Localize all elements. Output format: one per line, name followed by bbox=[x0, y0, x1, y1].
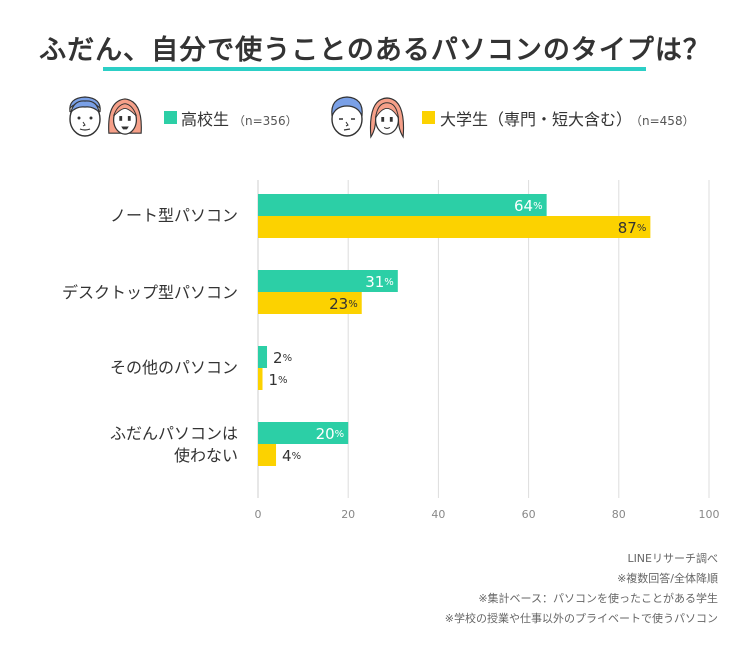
boy-face-icon bbox=[69, 96, 101, 137]
bar bbox=[258, 422, 349, 444]
legend-high-school: 高校生 （n=356） bbox=[66, 94, 306, 144]
x-tick-label: 0 bbox=[255, 508, 262, 521]
girl-face-icon bbox=[108, 98, 142, 135]
footnote: ※学校の授業や仕事以外のプライベートで使うパソコン bbox=[444, 612, 718, 625]
bar bbox=[258, 346, 268, 368]
bar bbox=[258, 444, 277, 466]
x-tick-label: 60 bbox=[522, 508, 536, 521]
category-label: その他のパソコン bbox=[109, 358, 238, 377]
footnotes: LINEリサーチ調べ ※複数回答/全体降順 ※集計ベース：パソコンを使ったことが… bbox=[445, 549, 718, 629]
data-label: 31% bbox=[365, 273, 394, 291]
data-label: 1% bbox=[269, 371, 288, 389]
boy-face-icon bbox=[331, 96, 363, 137]
bar bbox=[258, 194, 547, 216]
chart-title: ふだん、自分で使うことのあるパソコンのタイプは？ bbox=[39, 35, 711, 66]
category-label: ふだんパソコンは 使わない bbox=[109, 424, 238, 465]
footnote: ※集計ベース：パソコンを使ったことがある学生 bbox=[478, 592, 718, 605]
data-label: 23% bbox=[329, 295, 358, 313]
legend-n-university: （n=458） bbox=[636, 114, 695, 128]
legend-university: 大学生（専門・短大含む） （n=458） bbox=[328, 94, 728, 144]
data-label: 87% bbox=[618, 219, 647, 237]
data-label: 4% bbox=[282, 447, 301, 465]
bar bbox=[258, 368, 263, 390]
legend-swatch-university bbox=[422, 111, 435, 124]
bar bbox=[258, 270, 398, 292]
title-underline bbox=[103, 67, 646, 71]
data-label: 64% bbox=[514, 197, 543, 215]
x-tick-label: 40 bbox=[431, 508, 445, 521]
x-tick-label: 100 bbox=[699, 508, 720, 521]
x-tick-label: 80 bbox=[612, 508, 626, 521]
category-label: デスクトップ型パソコン bbox=[61, 283, 238, 302]
legend-n-high-school: （n=356） bbox=[233, 114, 298, 128]
bar bbox=[258, 216, 651, 238]
legend-label-university: 大学生（専門・短大含む） bbox=[440, 110, 633, 129]
legend-swatch-high-school bbox=[164, 111, 177, 124]
data-label: 2% bbox=[273, 349, 292, 367]
source-note: LINEリサーチ調べ bbox=[627, 552, 718, 565]
girl-face-icon bbox=[369, 97, 405, 139]
category-label: ノート型パソコン bbox=[109, 206, 238, 225]
bar bbox=[258, 292, 362, 314]
legend-label-high-school: 高校生 bbox=[181, 110, 230, 129]
footnote: ※複数回答/全体降順 bbox=[617, 572, 718, 585]
data-label: 20% bbox=[316, 425, 345, 443]
x-tick-label: 20 bbox=[341, 508, 355, 521]
